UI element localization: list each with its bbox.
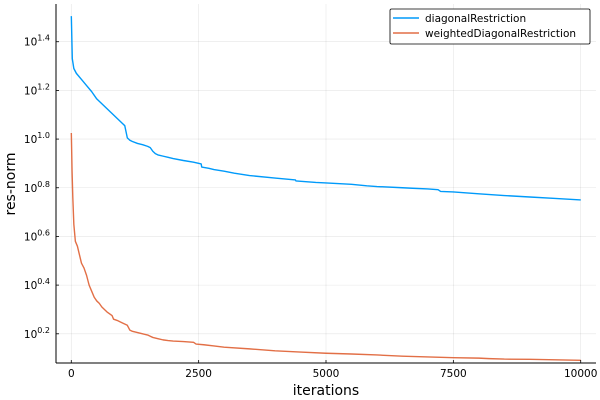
y-tick-label: 101.4 bbox=[24, 34, 50, 49]
legend-box bbox=[389, 8, 591, 45]
x-axis-label: iterations bbox=[293, 383, 359, 399]
y-axis-label: res-norm bbox=[3, 153, 19, 216]
x-tick-label: 5000 bbox=[313, 368, 340, 380]
y-tick-label: 100.8 bbox=[24, 180, 50, 195]
series-line-weighted-diagonal-restriction bbox=[70, 132, 581, 362]
x-tick-label: 2500 bbox=[185, 368, 212, 380]
x-tick-label: 10000 bbox=[564, 368, 597, 380]
series-line-diagonal-restriction bbox=[70, 16, 581, 201]
legend: diagonalRestriction weightedDiagonalRest… bbox=[389, 8, 591, 45]
grid-lines bbox=[56, 4, 596, 363]
tick-labels: 0 2500 5000 7500 10000 100.2 100.4 100.6 100.8 10… bbox=[24, 34, 598, 380]
x-tick-label: 0 bbox=[68, 368, 75, 380]
series-layer bbox=[70, 16, 581, 362]
axes bbox=[55, 4, 596, 364]
x-tick-label: 7500 bbox=[440, 368, 467, 380]
y-tick-label: 100.6 bbox=[24, 228, 50, 243]
y-tick-label: 101.2 bbox=[24, 82, 50, 97]
legend-label-weighted-diagonal-restriction: weightedDiagonalRestriction bbox=[425, 28, 576, 40]
legend-label-diagonal-restriction: diagonalRestriction bbox=[425, 13, 526, 25]
y-tick-label: 100.2 bbox=[24, 326, 50, 341]
y-tick-label: 101.0 bbox=[24, 131, 50, 146]
y-tick-label: 100.4 bbox=[24, 277, 50, 292]
